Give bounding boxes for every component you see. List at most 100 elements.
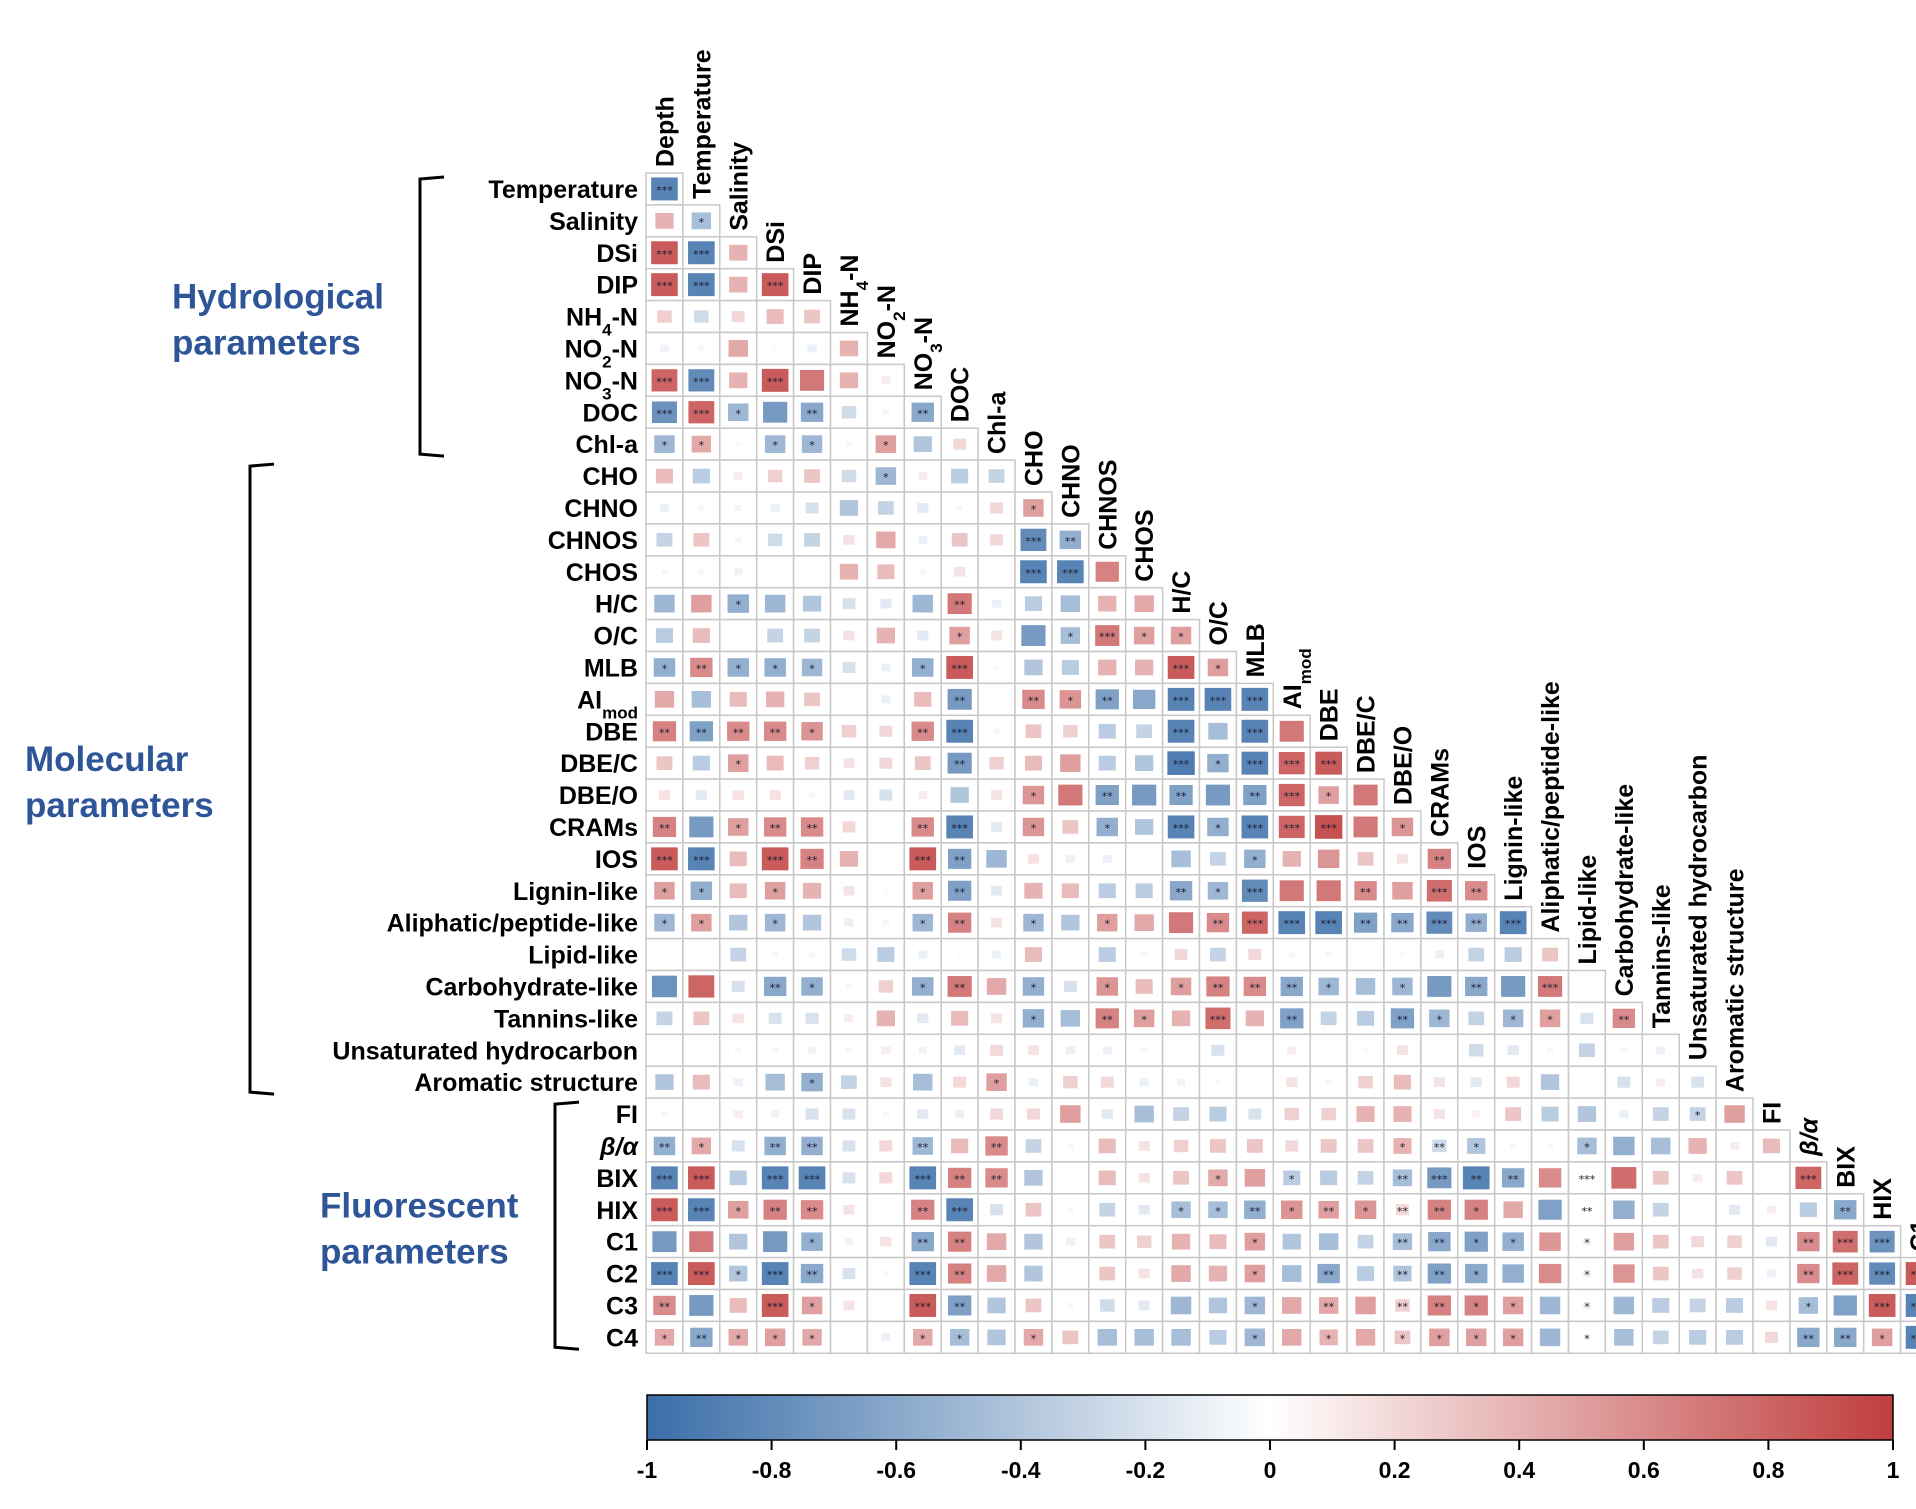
cell-border	[682, 618, 721, 653]
significance-mark: *	[1326, 1332, 1332, 1345]
significance-mark: *	[1215, 662, 1221, 675]
heatmap-cell	[792, 618, 832, 653]
row-label: Unsaturated hydrocarbon	[332, 1037, 638, 1065]
heatmap-cell	[977, 1033, 1016, 1067]
correlation-square	[1427, 1263, 1451, 1284]
correlation-square	[651, 369, 678, 392]
significance-mark: ***	[1173, 822, 1190, 835]
heatmap-cell	[829, 1161, 869, 1195]
correlation-square	[1095, 785, 1119, 806]
heatmap-cell: **	[1420, 842, 1459, 876]
heatmap-cell: *	[1014, 1001, 1053, 1036]
heatmap-cell: ***	[645, 267, 684, 302]
correlation-square	[654, 435, 675, 453]
heatmap-cell	[1014, 714, 1053, 748]
correlation-square	[1063, 725, 1078, 738]
significance-mark: **	[954, 758, 966, 771]
correlation-square	[728, 340, 748, 357]
heatmap-cell: *	[1457, 1224, 1496, 1259]
heatmap-cell	[977, 1001, 1016, 1036]
correlation-square	[1833, 1295, 1857, 1316]
heatmap-cell	[1124, 1224, 1164, 1259]
significance-mark: **	[1471, 981, 1483, 994]
correlation-square	[699, 952, 704, 957]
heatmap-cell: *	[719, 1193, 758, 1227]
correlation-square	[1168, 912, 1194, 934]
correlation-square	[1499, 911, 1527, 935]
correlation-square	[1617, 1076, 1631, 1088]
cell-border	[792, 1097, 832, 1131]
colorbar: -1 -0.8 -0.6 -0.4 -0.2 0 0.2 0.4 0.6 0.8 1	[637, 1394, 1900, 1483]
correlation-square	[1099, 1234, 1116, 1249]
significance-mark: **	[1434, 854, 1446, 867]
correlation-square	[1100, 1299, 1115, 1312]
correlation-square	[802, 882, 822, 899]
correlation-square	[946, 1198, 973, 1222]
cell-border	[829, 331, 869, 366]
correlation-square	[1502, 1264, 1524, 1283]
row-label: DSi	[596, 240, 638, 268]
correlation-square	[1320, 1011, 1337, 1026]
correlation-square	[766, 691, 785, 708]
correlation-square	[1356, 1106, 1375, 1122]
significance-mark: *	[1031, 981, 1037, 994]
heatmap-cell: *	[1567, 1288, 1607, 1323]
heatmap-cell	[1088, 1193, 1127, 1227]
cell-border	[1457, 1097, 1496, 1131]
correlation-square	[989, 756, 1004, 770]
correlation-square	[1025, 1298, 1042, 1313]
heatmap-cell	[1124, 1193, 1164, 1227]
significance-mark: **	[1249, 981, 1261, 994]
correlation-square	[728, 1200, 749, 1219]
heatmap-cell	[1715, 1097, 1754, 1131]
correlation-square	[918, 1046, 927, 1054]
correlation-square	[733, 1078, 743, 1087]
heatmap-cell	[719, 363, 758, 398]
correlation-square	[1689, 1298, 1706, 1313]
heatmap-cell: ***	[645, 1256, 684, 1291]
heatmap-cell	[1124, 1033, 1164, 1067]
heatmap-cell: *	[645, 905, 684, 940]
heatmap-cell	[645, 1224, 684, 1259]
heatmap-cell	[1235, 1097, 1275, 1131]
column-label: MLB	[1242, 623, 1270, 677]
significance-mark: *	[883, 439, 889, 452]
heatmap-cell: *	[1051, 618, 1090, 653]
heatmap-cell: **	[940, 905, 979, 940]
heatmap-cell: *	[977, 1065, 1016, 1099]
column-label: DBE/O	[1389, 726, 1417, 805]
significance-mark: *	[736, 407, 742, 420]
correlation-square	[692, 468, 710, 484]
correlation-square	[842, 598, 856, 610]
heatmap-cell: *	[1014, 810, 1053, 844]
heatmap-cell	[1641, 1320, 1680, 1355]
heatmap-cell	[1678, 1320, 1717, 1355]
significance-mark: ***	[1874, 1269, 1891, 1282]
correlation-square	[881, 1333, 891, 1342]
heatmap-cell	[1198, 778, 1238, 812]
heatmap-cell	[1198, 1033, 1238, 1067]
correlation-square	[1613, 1200, 1635, 1219]
correlation-square	[1171, 1328, 1191, 1346]
correlation-square	[1613, 1136, 1635, 1156]
heatmap-cell: **	[1235, 969, 1275, 1004]
heatmap-cell: *	[1493, 1224, 1533, 1259]
correlation-square	[1871, 1328, 1893, 1347]
heatmap-cell: *	[1014, 969, 1053, 1004]
significance-mark: ***	[693, 280, 710, 293]
correlation-square	[1764, 1331, 1778, 1343]
heatmap-cell: **	[1272, 969, 1311, 1004]
significance-mark: **	[954, 981, 966, 994]
correlation-square	[802, 914, 822, 931]
significance-mark: ***	[656, 407, 673, 420]
correlation-square	[1278, 752, 1305, 775]
heatmap-cell	[1088, 586, 1127, 621]
heatmap-cell	[682, 778, 721, 812]
correlation-square	[1614, 1328, 1634, 1346]
significance-mark: *	[1215, 1173, 1221, 1186]
correlation-square	[1465, 881, 1488, 901]
heatmap-cell	[1272, 1097, 1311, 1131]
significance-mark: ***	[656, 854, 673, 867]
significance-mark: *	[1252, 1300, 1258, 1313]
correlation-square	[876, 1010, 895, 1027]
